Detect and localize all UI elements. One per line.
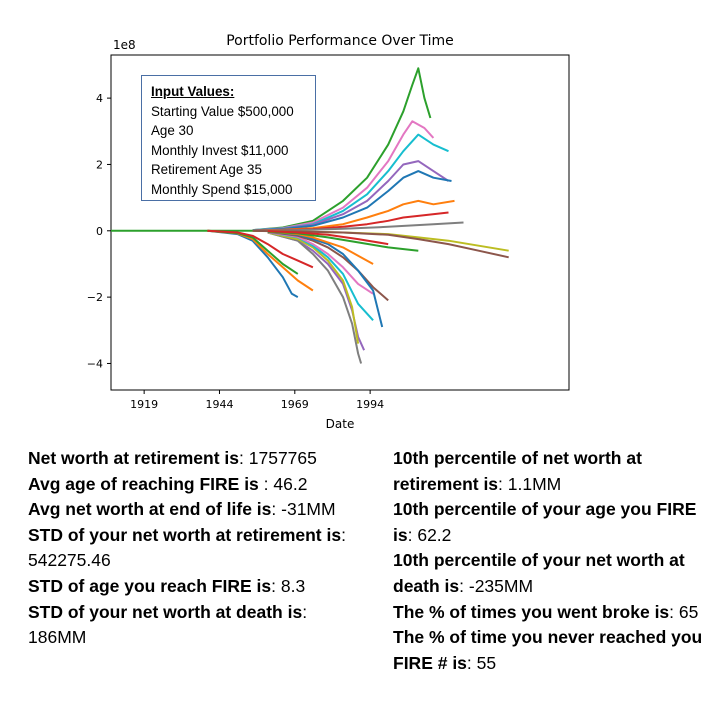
stat-item: The % of time you never reached you FIRE… — [393, 627, 703, 673]
input-line: Monthly Invest $11,000 — [151, 142, 289, 158]
series-line — [252, 229, 509, 259]
y-tick-label: 0 — [96, 225, 103, 238]
stats-left: Net worth at retirement is: 1757765 Avg … — [28, 446, 368, 651]
y-tick-label: 2 — [96, 158, 103, 171]
stat-item: 10th percentile of net worth at retireme… — [393, 448, 642, 494]
input-line: Monthly Spend $15,000 — [151, 181, 293, 197]
x-axis-label: Date — [326, 417, 355, 431]
chart-title: Portfolio Performance Over Time — [226, 33, 454, 49]
series-lines — [111, 67, 509, 364]
input-line: Age 30 — [151, 123, 194, 138]
series-line — [252, 221, 464, 232]
series-line — [267, 231, 374, 321]
stat-item: STD of age you reach FIRE is: 8.3 — [28, 575, 306, 596]
y-tick-label: −2 — [87, 291, 103, 304]
axis-ticks: 1919 1944 1969 1994 4 2 0 −2 −4 — [87, 92, 384, 411]
series-line — [267, 230, 389, 246]
series-line — [267, 231, 363, 364]
stat-item: 10th percentile of your net worth at dea… — [393, 550, 685, 596]
y-tick-label: −4 — [87, 357, 103, 370]
stat-item: STD of your net worth at retirement is: … — [28, 524, 346, 571]
series-line — [252, 67, 432, 232]
series-line — [252, 120, 435, 232]
input-line: Starting Value $500,000 — [151, 103, 294, 119]
stat-item: Net worth at retirement is: 1757765 — [28, 448, 317, 468]
input-line: Retirement Age 35 — [151, 162, 262, 177]
x-tick-label: 1969 — [281, 398, 309, 411]
input-values-heading: Input Values: — [151, 84, 235, 99]
plot-frame — [110, 54, 570, 391]
x-tick-label: 1994 — [356, 398, 384, 411]
stat-item: Avg age of reaching FIRE is : 46.2 — [28, 473, 308, 494]
series-line — [252, 170, 452, 232]
series-line — [267, 231, 360, 344]
series-line — [207, 229, 314, 269]
stat-item: 10th percentile of your age you FIRE is:… — [393, 499, 697, 545]
stat-item: Avg net worth at end of life is: -31MM — [28, 499, 336, 520]
stats-right: 10th percentile of net worth at retireme… — [393, 446, 713, 676]
portfolio-chart: Portfolio Performance Over Time 1e8 1919… — [87, 33, 570, 431]
x-tick-label: 1919 — [130, 398, 158, 411]
series-line — [267, 230, 389, 302]
y-scale-label: 1e8 — [113, 38, 136, 52]
stat-item: The % of times you went broke is: 65 — [393, 601, 699, 622]
y-tick-label: 4 — [96, 92, 103, 105]
stat-item: STD of your net worth at death is: 186MM — [28, 601, 308, 648]
x-tick-label: 1944 — [205, 398, 233, 411]
input-values-box: Input Values: Starting Value $500,000 Ag… — [141, 75, 316, 201]
